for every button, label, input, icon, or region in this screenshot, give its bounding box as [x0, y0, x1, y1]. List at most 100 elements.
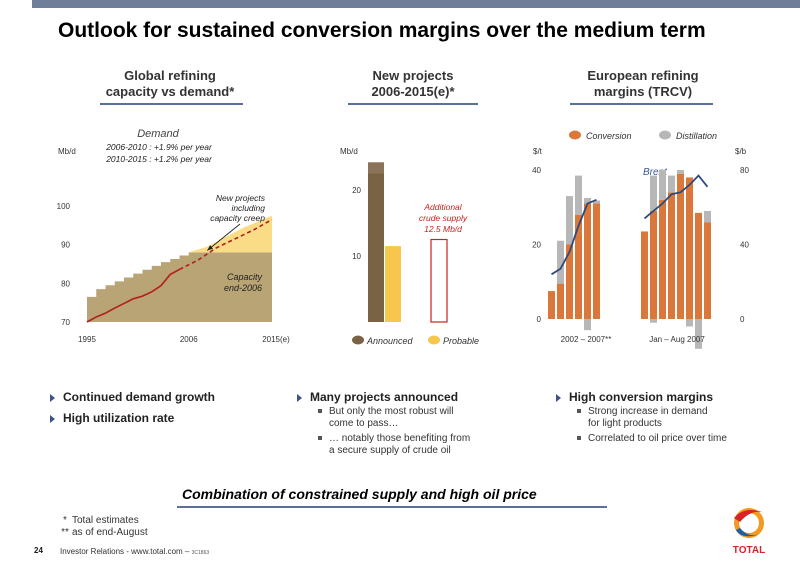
distillation-bar [575, 175, 582, 215]
legend-label-distillation: Distillation [676, 131, 717, 141]
legend-label-conversion: Conversion [586, 131, 632, 141]
x-tick-label: 2006 [180, 335, 198, 344]
sub-bullet: But only the most robust will come to pa… [318, 406, 454, 430]
distillation-bar [704, 210, 711, 223]
y-tick-label: 10 [352, 252, 361, 261]
column-title-line: 2006-2015(e)* [371, 84, 455, 99]
logo-swirl-blue [736, 528, 760, 537]
y-tick-label: 80 [61, 279, 70, 288]
y-axis-label: Mb/d [340, 147, 358, 156]
y-tick-label: 70 [61, 318, 70, 327]
column-title-line: New projects [372, 68, 454, 83]
total-logo: TOTAL [733, 508, 765, 556]
new-projects-area [188, 215, 272, 253]
new-projects-label: capacity creep [210, 213, 265, 223]
y-tick-label: 100 [57, 202, 71, 211]
column-title-margins: European refining margins (TRCV) [563, 68, 723, 100]
title-underline [348, 103, 478, 105]
capacity-label: Capacity [227, 272, 263, 282]
square-bullet-icon [318, 436, 322, 441]
x-tick-label: 1995 [78, 335, 96, 344]
demand-projection-line [179, 218, 273, 271]
brent-label: Brent [643, 167, 668, 178]
bullet-arrow-icon [50, 414, 55, 423]
square-bullet-icon [577, 436, 581, 441]
sub-bullet: Strong increase in demand for light prod… [577, 406, 708, 430]
page-number: 24 [34, 546, 43, 555]
conversion-bar [704, 222, 711, 319]
bullet-text: Continued demand growth [63, 390, 215, 404]
distillation-bar [659, 170, 666, 200]
bullet-right: High conversion margins [556, 390, 713, 404]
square-bullet-icon [318, 409, 322, 414]
distillation-bar [584, 197, 591, 204]
bullet-arrow-icon [50, 393, 55, 402]
page-title: Outlook for sustained conversion margins… [58, 19, 706, 42]
bullet-text: High utilization rate [63, 411, 175, 425]
column-title-line: Global refining [124, 68, 216, 83]
x-label-group-2: Jan – Aug 2007 [649, 335, 705, 344]
additional-supply-bar [430, 238, 448, 323]
conversion-bar [566, 244, 573, 319]
bullet-middle: Many projects announced [297, 390, 458, 404]
new-projects-arrow [206, 223, 241, 251]
distillation-bar [677, 170, 684, 174]
sub-text: a secure supply of crude oil [329, 445, 451, 456]
column-title-line: capacity vs demand* [105, 84, 235, 99]
conversion-bar [668, 192, 675, 319]
right-axis-label: $/b [735, 147, 747, 156]
x-tick-label: 2015(e) [262, 335, 290, 344]
distillation-bar [557, 240, 564, 284]
bullet-arrow-icon [297, 393, 302, 402]
sub-text: come to pass… [329, 418, 399, 429]
probable-bar [385, 246, 401, 322]
distillation-bar [566, 196, 573, 245]
y-axis-label: Mb/d [58, 147, 76, 156]
chart-capacity-demand: Mb/d 70 80 90 100 1995 2006 2015(e) Demand 20… [57, 128, 290, 344]
demand-growth-1: 2006-2010 : +1.9% per year [105, 142, 213, 152]
legend-label-announced: Announced [366, 336, 414, 346]
distillation-negative-bar [584, 319, 591, 331]
sub-bullet-line: But only the most robust will [318, 406, 454, 418]
chart-refining-margins: Conversion Distillation $/t $/b Brent 0 2… [532, 130, 749, 349]
additional-supply-label: crude supply [419, 213, 468, 223]
sub-bullet-line: Correlated to oil price over time [577, 433, 727, 445]
bullet-left-2: High utilization rate [50, 411, 174, 425]
conversion-bar [695, 212, 702, 319]
legend-swatch-distillation [659, 130, 671, 140]
new-projects-label: including [231, 203, 265, 213]
announced-bar [368, 173, 384, 322]
distillation-negative-bar [686, 319, 693, 327]
conversion-bar [677, 173, 684, 319]
footer-text: Investor Relations - www.total.com – 3C1… [60, 547, 209, 556]
conversion-bar [584, 203, 591, 319]
distillation-negative-bar [695, 319, 702, 349]
footnote-text: as of end-August [72, 527, 148, 538]
conversion-bar [686, 177, 693, 319]
y-tick-label: 90 [61, 241, 70, 250]
conversion-bar [641, 231, 648, 319]
conversion-bar [650, 210, 657, 319]
bullet-text: High conversion margins [569, 390, 714, 404]
distillation-bar [650, 175, 657, 211]
left-tick-label: 40 [532, 166, 541, 175]
conversion-bar [548, 291, 555, 319]
sub-text: for light products [588, 418, 662, 429]
x-label-group-1: 2002 – 2007** [561, 335, 612, 344]
capacity-label: end-2006 [224, 283, 262, 293]
right-tick-label: 0 [740, 315, 745, 324]
bullet-left-1: Continued demand growth [50, 390, 215, 404]
logo-ring-center [739, 513, 759, 533]
brent-line [643, 174, 709, 220]
column-title-line: European refining [587, 68, 699, 83]
y-tick-label: 20 [352, 186, 361, 195]
bullet-arrow-icon [556, 393, 561, 402]
conversion-bar [659, 199, 666, 319]
title-underline [100, 103, 243, 105]
capacity-area [87, 252, 272, 322]
conversion-bar [575, 214, 582, 319]
footer-code: 3C1863 [191, 550, 210, 556]
distillation-bar [593, 200, 600, 204]
column-title-capacity: Global refining capacity vs demand* [90, 68, 250, 100]
bullet-text: Many projects announced [310, 390, 459, 404]
